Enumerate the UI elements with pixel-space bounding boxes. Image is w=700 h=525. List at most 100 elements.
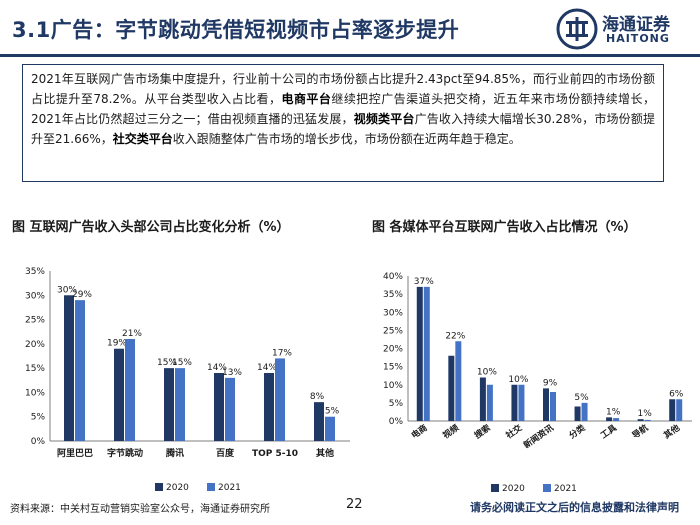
x-tick-label: TOP 5-10: [252, 449, 298, 459]
bar-2020-2: [479, 377, 486, 421]
data-label: 10%: [477, 368, 497, 378]
logo-chinese-name: 海通证券: [602, 15, 670, 35]
bar-2020-0: [416, 286, 423, 421]
legend-label-2021: 2021: [554, 484, 577, 494]
y-tick-label: 5%: [31, 413, 46, 423]
summary-text-2: 继续把控广告渠道头把交椅，近五年来市场份额持续增长，2021年占比仍然超过三分之…: [31, 92, 655, 126]
bar-2021-4: [275, 358, 285, 441]
summary-box: 2021年互联网广告市场集中度提升，行业前十公司的市场份额占比提升2.43pct…: [22, 64, 664, 182]
bar-2021-3: [225, 377, 235, 441]
legend-swatch-2020: [491, 484, 499, 492]
bar-2020-8: [669, 399, 676, 421]
bar-2020-3: [214, 373, 224, 441]
bar-2021-7: [644, 419, 651, 421]
bar-2021-0: [423, 286, 430, 421]
left-chart-title: 图 互联网广告收入头部公司占比变化分析（%）: [12, 220, 290, 235]
haitong-logo: 海通证券 HAITONG: [556, 8, 696, 52]
logo-english-name: HAITONG: [606, 32, 670, 45]
x-tick-label: 导航: [630, 422, 651, 441]
summary-text-1: 2021年互联网广告市场集中度提升，行业前十公司的市场份额占比提升2.43pct…: [31, 72, 655, 106]
x-tick-label: 字节跳动: [107, 447, 143, 459]
data-label: 1%: [638, 409, 653, 419]
right-chart-title: 图 各媒体平台互联网广告收入占比情况（%）: [372, 220, 637, 235]
bar-2020-5: [314, 402, 324, 441]
company-share-chart: 0%5%10%15%20%25%30%35%30%29%阿里巴巴19%21%字节…: [25, 267, 350, 493]
bar-2021-8: [676, 399, 683, 421]
x-tick-label: 新闻资讯: [522, 422, 557, 451]
y-tick-label: 15%: [383, 363, 403, 373]
data-label: 37%: [414, 277, 434, 287]
data-label: 5%: [325, 407, 340, 417]
data-label: 5%: [574, 393, 589, 403]
bar-2020-4: [543, 388, 549, 421]
x-tick-label: 其他: [316, 447, 334, 459]
y-tick-label: 20%: [383, 345, 403, 355]
legend-swatch-2021: [543, 484, 551, 492]
bar-2021-6: [613, 418, 620, 421]
legend-label-2021: 2021: [218, 483, 241, 493]
summary-bold-video: 视频类平台: [353, 112, 415, 126]
x-tick-label: 搜索: [472, 422, 493, 441]
y-tick-label: 30%: [383, 308, 403, 318]
y-tick-label: 20%: [25, 340, 45, 350]
bar-2020-2: [164, 368, 174, 441]
data-label: 10%: [508, 375, 528, 385]
x-tick-label: 工具: [599, 423, 619, 441]
legend-label-2020: 2020: [502, 484, 525, 494]
summary-text-4: 收入跟随整体广告市场的增长步伐，市场份额在近两年趋于稳定。: [172, 132, 521, 146]
data-label: 14%: [207, 363, 227, 373]
data-label: 29%: [72, 290, 92, 300]
bar-2020-7: [637, 419, 644, 421]
data-label: 6%: [669, 389, 684, 399]
page-number: 22: [346, 497, 363, 512]
data-label: 15%: [157, 358, 177, 368]
x-tick-label: 阿里巴巴: [57, 448, 93, 459]
y-tick-label: 0%: [389, 417, 404, 427]
x-tick-label: 电商: [409, 422, 430, 441]
x-tick-label: 社交: [503, 422, 524, 442]
bar-2020-3: [511, 384, 518, 421]
data-label: 14%: [257, 363, 277, 373]
data-label: 19%: [107, 339, 127, 349]
data-label: 22%: [445, 331, 465, 341]
bar-2021-3: [518, 384, 525, 421]
legend-swatch-2020: [155, 483, 163, 491]
bar-2020-5: [574, 406, 581, 421]
bar-2021-5: [325, 416, 335, 441]
data-label: 8%: [310, 392, 325, 402]
bar-2021-5: [581, 402, 588, 421]
data-label: 9%: [543, 378, 558, 388]
bar-2021-0: [75, 300, 85, 441]
page-title: 3.1广告：字节跳动凭借短视频市占率逐步提升: [12, 18, 460, 42]
y-tick-label: 10%: [25, 388, 45, 398]
legend-label-2020: 2020: [166, 483, 189, 493]
y-tick-label: 15%: [25, 364, 45, 374]
data-label: 21%: [122, 329, 142, 339]
summary-text-3: 广告收入持续大幅增长30.28%，市场份额提升至21.66%，: [31, 112, 655, 146]
x-tick-label: 其他: [662, 422, 683, 441]
y-tick-label: 25%: [383, 326, 403, 336]
y-tick-label: 5%: [389, 399, 404, 409]
y-tick-label: 0%: [31, 437, 46, 447]
summary-bold-social: 社交类平台: [112, 132, 173, 146]
data-label: 15%: [172, 358, 192, 368]
bar-2021-4: [550, 392, 556, 421]
summary-bold-ecommerce: 电商平台: [281, 92, 332, 106]
data-label: 17%: [272, 348, 292, 358]
y-tick-label: 40%: [383, 272, 403, 282]
bar-2020-1: [448, 355, 455, 421]
y-tick-label: 35%: [25, 267, 45, 277]
x-tick-label: 分类: [567, 422, 588, 441]
y-tick-label: 35%: [383, 290, 403, 300]
legend-swatch-2021: [207, 483, 215, 491]
data-label: 1%: [606, 407, 621, 417]
x-tick-label: 百度: [216, 447, 235, 459]
data-label: 30%: [57, 285, 77, 295]
bar-2021-1: [125, 339, 135, 441]
platform-share-chart: 0% 5% 10% 15% 20% 25% 30% 35% 40% 37% 电商 22% 视频 10% 搜索…: [383, 272, 692, 494]
data-label: 13%: [222, 368, 242, 378]
bar-2020-0: [64, 295, 74, 441]
title-divider: [0, 54, 700, 57]
y-tick-label: 10%: [383, 381, 403, 391]
bar-2020-1: [114, 348, 124, 441]
